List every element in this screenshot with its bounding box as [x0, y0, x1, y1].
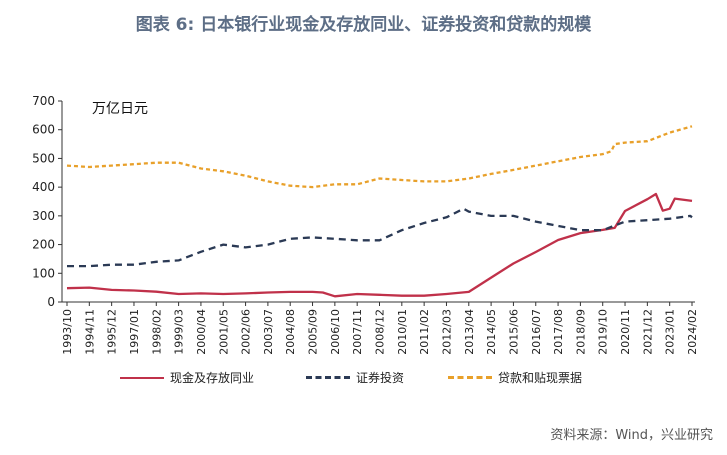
x-tick-label: 2023/01 [664, 309, 677, 355]
x-tick-label: 2012/03 [440, 309, 453, 355]
x-tick-label: 1998/02 [150, 309, 163, 355]
unit-label: 万亿日元 [92, 101, 148, 117]
legend-swatch-cash [120, 376, 164, 379]
y-tick-label: 300 [32, 209, 55, 223]
x-tick-label: 2020/11 [619, 309, 632, 355]
x-tick-label: 2018/09 [574, 309, 587, 355]
legend-label-securities: 证券投资 [356, 371, 405, 385]
x-tick-label: 2016/07 [530, 309, 543, 355]
x-tick-label: 2010/01 [396, 309, 409, 355]
y-tick-label: 400 [32, 180, 55, 194]
y-tick-label: 500 [32, 151, 55, 165]
source-note: 资料来源：Wind，兴业研究 [550, 428, 713, 443]
x-tick-label: 2019/10 [597, 309, 610, 355]
x-tick-label: 1999/03 [173, 309, 186, 355]
y-tick-label: 200 [32, 238, 55, 252]
legend-item-loans: 贷款和贴现票据 [448, 369, 582, 386]
series-line-loans [66, 125, 693, 189]
y-tick-label: 600 [32, 123, 55, 137]
x-tick-label: 2001/05 [217, 309, 230, 355]
x-tick-label: 2005/09 [307, 309, 320, 355]
x-tick-label: 2014/05 [485, 309, 498, 355]
x-tick-label: 2006/10 [329, 309, 342, 355]
x-tick-label: 2017/08 [552, 309, 565, 355]
x-tick-label: 2024/02 [686, 309, 699, 355]
legend-label-cash: 现金及存放同业 [170, 371, 255, 385]
x-tick-label: 2021/12 [641, 309, 654, 355]
legend-label-loans: 贷款和贴现票据 [498, 371, 583, 385]
x-tick-label: 1997/01 [128, 309, 141, 355]
y-tick-label: 700 [32, 94, 55, 108]
x-tick-label: 2002/06 [240, 309, 253, 355]
legend-swatch-loans [448, 376, 492, 379]
series-line-securities [67, 207, 693, 268]
x-tick-label: 2008/12 [374, 309, 387, 355]
x-tick-label: 2011/02 [418, 309, 431, 355]
x-tick-label: 1993/10 [61, 309, 74, 355]
x-tick-label: 2003/07 [262, 309, 275, 355]
legend-swatch-securities [306, 376, 350, 379]
x-tick-label: 2015/06 [507, 309, 520, 355]
x-tick-label: 2000/04 [195, 309, 208, 355]
x-tick-label: 2013/04 [463, 309, 476, 355]
y-tick-label: 0 [47, 295, 55, 309]
x-tick-label: 2004/08 [284, 309, 297, 355]
x-tick-label: 2007/11 [351, 309, 364, 355]
x-tick-label: 1994/11 [83, 309, 96, 355]
series-line-cash [66, 192, 693, 298]
x-tick-label: 1995/12 [106, 309, 119, 355]
legend-item-securities: 证券投资 [306, 369, 404, 386]
legend-item-cash: 现金及存放同业 [120, 369, 254, 386]
y-tick-label: 100 [32, 266, 55, 280]
chart-title: 图表 6: 日本银行业现金及存放同业、证券投资和贷款的规模 [135, 15, 592, 35]
